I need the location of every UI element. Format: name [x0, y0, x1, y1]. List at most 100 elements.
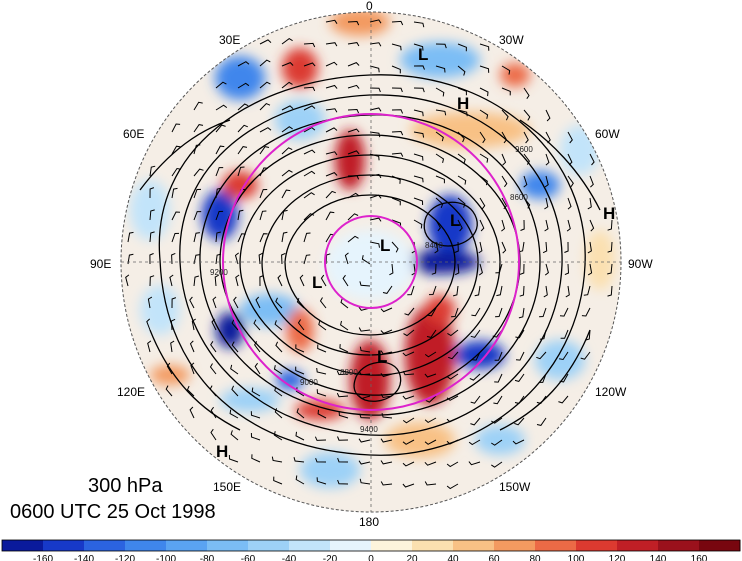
- high-center: H: [216, 442, 228, 461]
- wind-barb: [369, 241, 380, 248]
- wind-barb: [380, 438, 393, 443]
- wind-barb: [215, 124, 226, 133]
- wind-barb: [559, 351, 569, 361]
- wind-barb: [347, 175, 360, 180]
- wind-barb: [325, 151, 338, 156]
- colorbar-tick-label: 20: [406, 554, 418, 561]
- wind-barb: [297, 319, 305, 331]
- wind-barb: [501, 153, 507, 166]
- wind-barb: [215, 187, 222, 199]
- wind-barb: [215, 81, 227, 89]
- wind-barb: [273, 365, 283, 375]
- wind-barb: [471, 307, 481, 317]
- wind-barb: [587, 241, 592, 254]
- wind-barb: [413, 65, 425, 70]
- colorbar-swatch: [289, 540, 331, 551]
- latitude-circles: [222, 113, 520, 411]
- wind-barb: [536, 351, 547, 360]
- colorbar-tick-label: 100: [568, 554, 585, 561]
- wind-barb: [514, 417, 525, 426]
- wind-barb: [316, 389, 327, 397]
- wind-barb: [316, 367, 327, 375]
- wind-barb: [404, 307, 415, 316]
- wind-barb: [186, 385, 195, 397]
- wind-barb: [281, 81, 293, 89]
- wind-barb: [369, 42, 382, 47]
- high-center: H: [457, 94, 469, 113]
- wind-barb: [369, 107, 382, 112]
- wind-barb: [251, 454, 261, 463]
- contour-labels: 9600 9400 9200 9000 8800 8600 8400: [210, 145, 533, 434]
- wind-barb: [209, 385, 217, 397]
- wind-barb: [347, 108, 360, 114]
- wind-barb: [457, 109, 468, 117]
- wind-barb: [127, 231, 134, 243]
- lon-label-150e: 150E: [213, 480, 241, 494]
- wind-barb: [237, 146, 248, 155]
- colorbar: -160 -140 -120 -100 -80 -60 -40 -20 0 20 40 60 80 100…: [1, 539, 741, 561]
- wind-barb: [281, 189, 291, 199]
- wind-barb: [250, 432, 261, 441]
- wind-barb: [190, 362, 195, 375]
- wind-barb: [515, 329, 525, 339]
- wind-barb: [402, 439, 415, 445]
- wind-barb: [259, 210, 267, 221]
- wind-barb: [296, 298, 305, 309]
- wind-barb: [479, 109, 489, 119]
- wind-barb: [314, 436, 327, 441]
- colorbar-outline: [1, 539, 741, 552]
- wind-barb: [237, 233, 246, 243]
- wind-barb: [317, 409, 327, 419]
- wind-barb: [214, 274, 219, 287]
- wind-barb: [435, 109, 447, 116]
- wind-barb: [281, 231, 288, 243]
- wind-barb: [495, 263, 503, 274]
- wind-barb: [347, 20, 360, 26]
- wind-barb: [169, 274, 174, 287]
- wind-barb: [607, 285, 613, 297]
- wind-barb: [303, 254, 311, 265]
- wind-barb: [589, 153, 595, 166]
- wind-barb: [380, 329, 393, 334]
- wind-barb: [435, 65, 446, 73]
- wind-barb: [446, 483, 459, 490]
- wind-barb: [538, 373, 547, 383]
- wind-barb: [344, 252, 349, 265]
- wind-barb: [380, 460, 393, 465]
- wind-barb: [446, 439, 459, 445]
- wind-barb: [491, 439, 503, 446]
- wind-barb: [259, 146, 270, 155]
- wind-barb: [358, 370, 371, 376]
- wind-barb: [434, 241, 439, 254]
- wind-barb: [501, 131, 508, 144]
- contour-label: 8600: [510, 193, 528, 202]
- colorbar-tick-label: 80: [529, 554, 541, 561]
- colorbar-tick-label: -40: [282, 554, 297, 561]
- wind-barb: [558, 395, 569, 404]
- wind-barb: [457, 175, 467, 185]
- wind-barb: [146, 318, 151, 331]
- wind-barb: [295, 475, 305, 485]
- wind-barb: [281, 105, 294, 111]
- colorbar-swatch: [84, 540, 126, 551]
- wind-barb: [457, 87, 467, 96]
- wind-barb: [295, 366, 305, 375]
- wind-barb: [435, 197, 444, 208]
- wind-barb: [340, 320, 349, 331]
- wind-barb: [231, 341, 239, 353]
- wind-barb: [193, 275, 200, 287]
- low-center: L: [418, 45, 428, 64]
- wind-barb: [544, 263, 549, 276]
- colorbar-tick-label: -60: [241, 554, 256, 561]
- wind-barb: [544, 175, 549, 188]
- wind-barb: [347, 42, 360, 47]
- wind-barb: [413, 197, 424, 206]
- wind-barb: [229, 409, 239, 419]
- wind-barb: [228, 454, 239, 463]
- wind-barb: [435, 131, 444, 142]
- wind-barb: [235, 274, 240, 287]
- wind-barb: [457, 197, 466, 208]
- wind-barb: [359, 413, 371, 419]
- contour-label: 9600: [515, 145, 533, 154]
- wind-barb: [431, 263, 437, 275]
